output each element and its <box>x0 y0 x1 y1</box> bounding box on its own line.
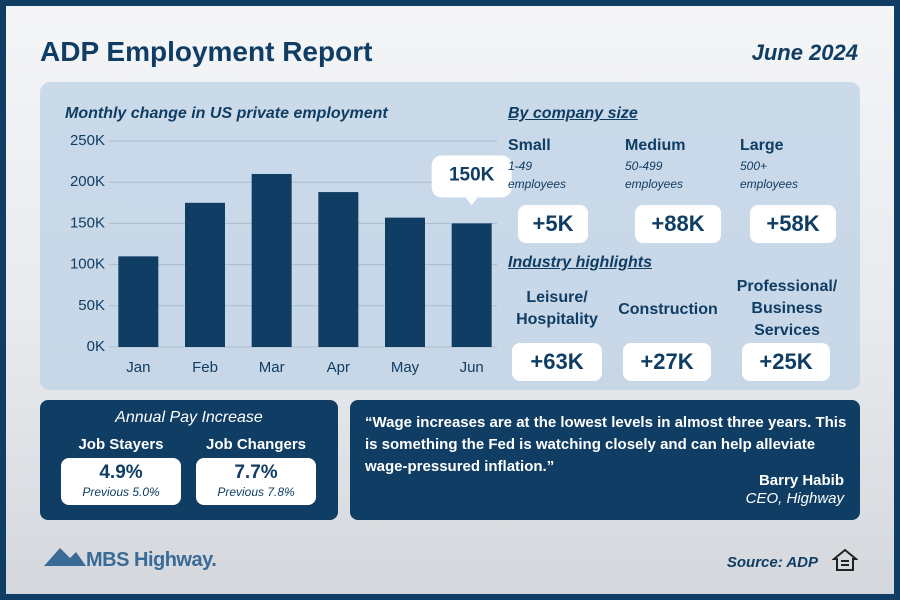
size-value: +58K <box>750 205 836 243</box>
y-tick-label: 0K <box>87 338 105 355</box>
logo-icon <box>44 548 86 566</box>
x-tick-label: May <box>391 359 420 376</box>
industry-value: +63K <box>512 343 602 381</box>
quote-text: “Wage increases are at the lowest levels… <box>365 414 847 475</box>
x-tick-label: Feb <box>192 359 218 376</box>
bar <box>185 202 225 347</box>
x-tick-label: Jun <box>460 359 484 376</box>
size-range: 50-499 employees <box>625 159 684 191</box>
y-tick-label: 200K <box>70 173 105 190</box>
industry-name: Leisure/ Hospitality <box>516 289 598 328</box>
x-tick-label: Jan <box>126 359 150 376</box>
size-range: 500+ employees <box>740 159 799 191</box>
pay-previous: Previous 5.0% <box>82 485 160 499</box>
quote-box: “Wage increases are at the lowest levels… <box>350 400 860 520</box>
size-name: Large <box>740 137 784 154</box>
pay-name: Job Stayers <box>78 436 164 453</box>
chart: 0K 50K 100K 150K 200K 250K Jan Feb Mar Apr May Jun 1… <box>69 131 512 376</box>
chart-title: Monthly change in US private employment <box>65 105 388 122</box>
quote-author: Barry Habib <box>758 472 844 489</box>
industry-value: +27K <box>623 343 711 381</box>
size-range: 1-49 employees <box>508 159 567 191</box>
pay-title: Annual Pay Increase <box>115 409 263 426</box>
pay-value: 4.9% <box>99 462 143 483</box>
section-title: Industry highlights <box>508 254 652 271</box>
bar <box>451 223 492 347</box>
size-name: Medium <box>625 137 686 154</box>
size-name: Small <box>508 137 551 154</box>
industry-name: Professional/ Business Services <box>736 278 838 339</box>
y-tick-label: 250K <box>70 132 105 149</box>
pay-card <box>196 458 316 505</box>
source: Source: ADP <box>726 554 818 571</box>
x-tick-label: Apr <box>327 359 350 376</box>
pay-name: Job Changers <box>205 436 307 453</box>
equal-housing-icon <box>832 548 858 571</box>
value-label: 150K <box>449 164 495 185</box>
logo: MBS Highway. <box>86 549 217 571</box>
pay-card <box>61 458 181 505</box>
x-tick-label: Mar <box>259 359 285 376</box>
panel <box>40 82 860 390</box>
y-tick-label: 50K <box>78 297 105 314</box>
pay-value: 7.7% <box>234 462 278 483</box>
title: ADP Employment Report <box>40 36 373 67</box>
pay-previous: Previous 7.8% <box>217 485 295 499</box>
section-title: By company size <box>508 105 638 122</box>
y-tick-label: 150K <box>70 214 105 231</box>
date: June 2024 <box>751 40 858 65</box>
bar <box>385 217 425 347</box>
y-tick-label: 100K <box>70 256 105 273</box>
size-value: +5K <box>518 205 588 243</box>
size-value: +88K <box>635 205 721 243</box>
bar <box>251 173 292 347</box>
industry-value: +25K <box>742 343 830 381</box>
industry-name: Construction <box>618 301 718 318</box>
bar <box>118 256 159 347</box>
quote-role: CEO, Highway <box>745 490 844 507</box>
bar <box>318 192 359 347</box>
callout <box>431 155 512 206</box>
